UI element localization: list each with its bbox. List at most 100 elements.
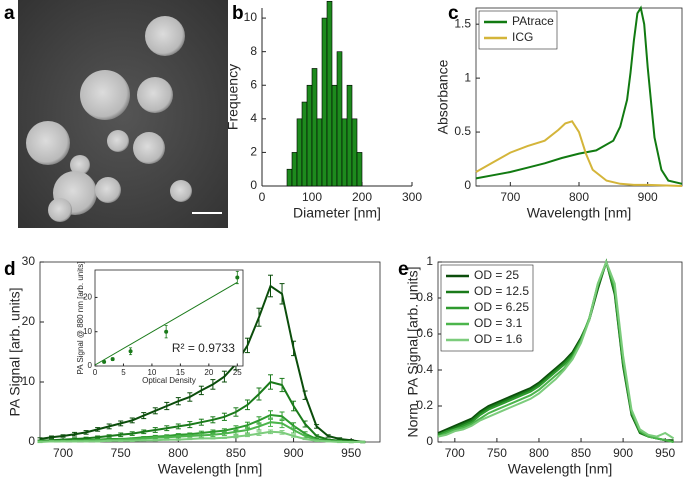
- x-axis-label: Optical Density: [142, 376, 196, 385]
- x-tick-label: 950: [655, 446, 675, 460]
- x-tick-label: 700: [53, 446, 73, 460]
- x-tick-label: 700: [500, 190, 520, 204]
- error-bar: [187, 434, 193, 438]
- x-tick-label: 800: [529, 446, 549, 460]
- error-bar: [175, 397, 181, 406]
- error-bar: [221, 436, 227, 439]
- y-tick-label: 0: [426, 434, 433, 448]
- error-bar: [141, 412, 147, 420]
- y-axis-label: Absorbance: [435, 59, 451, 134]
- error-bar: [141, 439, 147, 442]
- error-bar: [244, 426, 250, 434]
- panel-label: d: [4, 259, 16, 280]
- y-tick-label: 1: [464, 70, 471, 84]
- x-axis-label: Diameter [nm]: [293, 205, 381, 221]
- legend-label: OD = 6.25: [474, 300, 529, 314]
- axes-frame: [475, 7, 683, 187]
- error-bar: [198, 437, 204, 440]
- point: [128, 349, 133, 354]
- histogram-bar: [321, 17, 328, 187]
- histogram-bar: [301, 101, 308, 187]
- x-tick-label: 800: [569, 190, 589, 204]
- error-bar: [152, 407, 158, 415]
- error-bar: [152, 439, 158, 442]
- error-bar: [244, 433, 250, 438]
- point: [164, 329, 169, 334]
- error-bar: [49, 440, 55, 443]
- error-bar: [244, 399, 250, 411]
- error-bar: [314, 439, 320, 442]
- error-bar: [337, 440, 343, 444]
- error-bar: [360, 440, 366, 444]
- error-bar: [233, 407, 239, 417]
- axes-frame: [437, 261, 683, 443]
- point: [102, 359, 107, 364]
- error-bar: [49, 435, 55, 439]
- annotation: R² = 0.9733: [172, 341, 235, 355]
- axes-frame: [39, 261, 381, 443]
- error-bar: [314, 424, 320, 429]
- histogram-bar: [316, 118, 323, 187]
- histogram-bar: [296, 118, 303, 187]
- y-tick-label: 10: [22, 374, 36, 388]
- y-tick-label: 0: [28, 434, 35, 448]
- error-bar: [95, 427, 101, 432]
- y-tick-label: 8: [250, 44, 257, 58]
- y-tick-label: 20: [83, 293, 92, 302]
- x-tick-label: 25: [233, 368, 242, 377]
- y-tick-label: 4: [250, 111, 257, 125]
- panel-label: a: [4, 3, 15, 24]
- error-bar: [118, 432, 124, 438]
- error-bar: [256, 307, 262, 327]
- error-bar: [129, 439, 135, 442]
- line: [475, 120, 683, 187]
- y-tick-label: 0: [464, 178, 471, 192]
- x-tick-label: 850: [571, 446, 591, 460]
- error-bar: [95, 440, 101, 443]
- y-tick-label: 1.5: [454, 16, 471, 30]
- y-tick-label: 10: [83, 327, 92, 336]
- axes-frame: [94, 269, 244, 367]
- error-bar: [141, 437, 147, 440]
- error-bar: [118, 439, 124, 442]
- error-bar: [129, 431, 135, 436]
- error-bar: [175, 423, 181, 430]
- error-bar: [291, 340, 297, 357]
- y-tick-label: 0.6: [416, 326, 433, 340]
- histogram-bar: [356, 152, 363, 187]
- legend-box: [478, 10, 558, 50]
- error-bar: [60, 440, 66, 443]
- error-bar: [302, 390, 308, 400]
- error-bar: [129, 417, 135, 424]
- error-bar: [256, 422, 262, 431]
- error-bar: [187, 392, 193, 402]
- x-tick-label: 100: [302, 190, 322, 204]
- y-tick-label: 0: [88, 361, 93, 370]
- histogram-bar: [286, 168, 293, 187]
- x-tick-label: 200: [352, 190, 372, 204]
- x-tick-label: 20: [204, 368, 213, 377]
- error-bar: [164, 425, 170, 432]
- error-bar: [210, 437, 216, 440]
- error-bar: [164, 438, 170, 441]
- y-tick-label: 6: [250, 77, 257, 91]
- x-tick-label: 15: [176, 368, 185, 377]
- error-bar: [302, 437, 308, 441]
- y-axis-label: Norm. PA Signal [arb. units]: [405, 267, 421, 438]
- error-bar: [152, 427, 158, 433]
- y-axis-label: PA Signal [arb. units]: [7, 288, 23, 417]
- micrograph: [18, 0, 228, 228]
- x-tick-label: 750: [487, 446, 507, 460]
- error-bar: [106, 439, 112, 442]
- histogram-bar: [336, 51, 343, 187]
- error-bar: [210, 379, 216, 390]
- error-bar: [210, 416, 216, 424]
- error-bar: [279, 430, 285, 435]
- error-bar: [175, 434, 181, 439]
- error-bar: [210, 432, 216, 438]
- error-bar: [244, 337, 250, 354]
- error-bar: [279, 418, 285, 429]
- error-bar: [233, 428, 239, 435]
- legend-label: OD = 25: [474, 268, 519, 282]
- x-tick-label: 950: [341, 446, 361, 460]
